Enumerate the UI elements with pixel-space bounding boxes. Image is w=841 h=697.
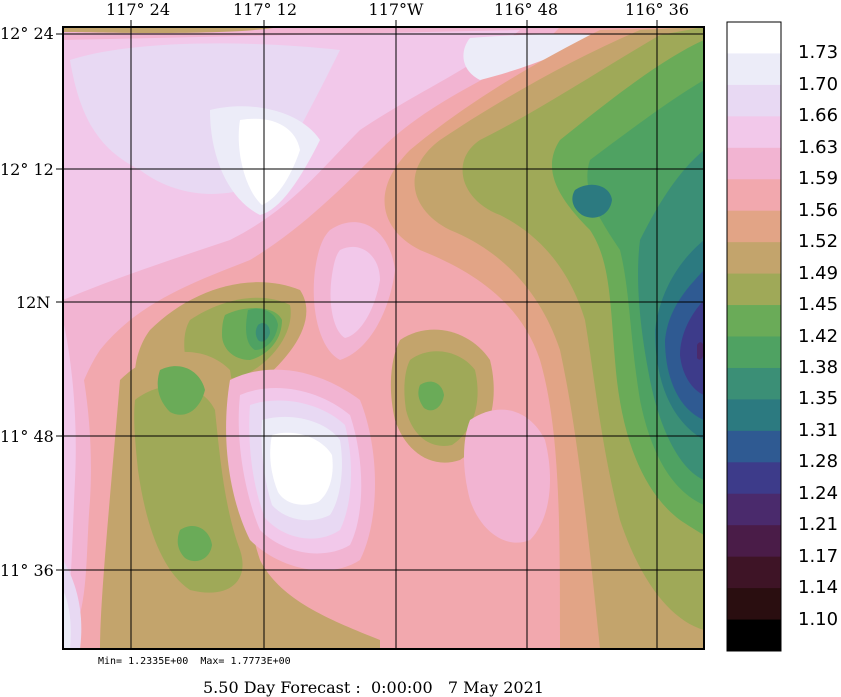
lon-label-117-24: 117° 24 xyxy=(106,0,170,19)
region-sw-green xyxy=(157,366,205,415)
region-east-indigo xyxy=(680,300,704,395)
colorbar-level-label: 1.31 xyxy=(798,419,839,441)
colorbar-swatch-indigo xyxy=(727,462,781,495)
colorbar-swatch-pink xyxy=(727,147,781,180)
colorbar-swatch-salmon xyxy=(727,210,781,243)
region-center-teal xyxy=(255,322,270,342)
colorbar-level-label: 1.66 xyxy=(798,105,839,127)
lon-label-116-36: 116° 36 xyxy=(625,0,689,19)
region-east-purple xyxy=(697,342,704,360)
lat-label-12-00: 12N xyxy=(16,293,51,312)
graticule xyxy=(63,27,704,649)
colorbar-swatch-black xyxy=(727,619,781,652)
region-sw-green2 xyxy=(177,525,212,562)
region-ce-green xyxy=(418,381,444,411)
lon-label-117-12: 117° 12 xyxy=(233,0,297,19)
lon-label-117-00: 117°W xyxy=(368,0,424,19)
colorbar-swatch-lavender xyxy=(727,84,781,117)
colorbar-level-label: 1.59 xyxy=(798,168,839,190)
colorbar-level-label: 1.56 xyxy=(798,199,839,221)
region-s-white2 xyxy=(270,432,333,505)
region-w-lightpink xyxy=(63,320,76,630)
colorbar-swatch-green-dark xyxy=(727,336,781,369)
colorbar-swatch-teal-dark xyxy=(727,399,781,432)
wave-height-field xyxy=(63,27,704,649)
map-frame xyxy=(62,26,705,650)
tick-marks xyxy=(56,20,658,571)
colorbar-swatch-maroon xyxy=(727,525,781,558)
colorbar-swatch-rose xyxy=(727,179,781,212)
colorbar-swatch-teal xyxy=(727,367,781,400)
colorbar-level-label: 1.17 xyxy=(798,545,839,567)
region-nw-white-core xyxy=(238,118,300,205)
colorbar-level-label: 1.52 xyxy=(798,231,839,253)
forecast-caption: 5.50 Day Forecast : 0:00:00 7 May 2021 xyxy=(203,678,544,697)
colorbar-level-label: 1.70 xyxy=(798,73,839,95)
colorbar-level-label: 1.49 xyxy=(798,262,839,284)
region-c-lightpink xyxy=(330,246,380,338)
colorbar-frame xyxy=(726,21,782,652)
colorbar-level-label: 1.35 xyxy=(798,388,839,410)
colorbar-swatch-tan xyxy=(727,242,781,275)
colorbar-swatch-olive xyxy=(727,273,781,306)
colorbar-level-label: 1.24 xyxy=(798,482,839,504)
region-sw-olive xyxy=(134,386,243,593)
min-max-readout: Min= 1.2335E+00 Max= 1.7773E+00 xyxy=(98,656,291,667)
colorbar-level-label: 1.38 xyxy=(798,356,839,378)
lon-label-116-48: 116° 48 xyxy=(494,0,558,19)
region-teal-spot xyxy=(572,184,612,218)
colorbar-level-label: 1.73 xyxy=(798,42,839,64)
region-sw-white xyxy=(63,590,71,649)
colorbar-swatch-green xyxy=(727,305,781,337)
colorbar-swatch-pink-light xyxy=(727,116,781,149)
colorbar-level-label: 1.63 xyxy=(798,136,839,158)
lat-label-11-36: 11° 36 xyxy=(0,561,54,580)
region-top-olive xyxy=(63,27,280,33)
region-ne-lightband xyxy=(463,34,600,80)
lat-label-12-12: 12° 12 xyxy=(0,160,54,179)
colorbar-swatch-dark-maroon xyxy=(727,556,781,589)
colorbar-level-label: 1.21 xyxy=(798,514,839,536)
colorbar xyxy=(727,22,781,652)
colorbar-level-label: 1.14 xyxy=(798,577,839,599)
region-ce-pink xyxy=(464,409,550,543)
lat-label-12-24: 12° 24 xyxy=(0,24,54,43)
colorbar-level-label: 1.42 xyxy=(798,325,839,347)
colorbar-swatch-purple xyxy=(727,493,781,526)
colorbar-level-label: 1.10 xyxy=(798,608,839,630)
colorbar-level-label: 1.45 xyxy=(798,294,839,316)
colorbar-level-label: 1.28 xyxy=(798,451,839,473)
colorbar-swatch-brown-black xyxy=(727,588,781,621)
lat-label-11-48: 11° 48 xyxy=(0,427,54,446)
colorbar-swatch-blue xyxy=(727,430,781,463)
colorbar-swatch-white xyxy=(727,22,781,54)
colorbar-swatch-lavender-light xyxy=(727,53,781,86)
